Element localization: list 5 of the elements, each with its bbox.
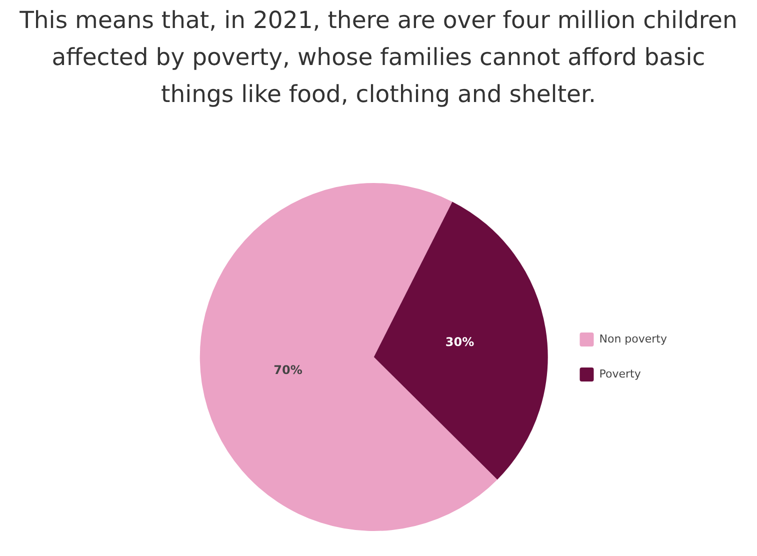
data-label: 70% [274,363,302,378]
legend-label: Poverty [599,367,642,380]
chart-title: This means that, in 2021, there are over four million children affected by poverty, whose families cannot afford basic things like food, clothing and shelter. [18,5,738,110]
data-label: 30% [445,335,474,350]
legend-label: Non poverty [599,332,668,346]
